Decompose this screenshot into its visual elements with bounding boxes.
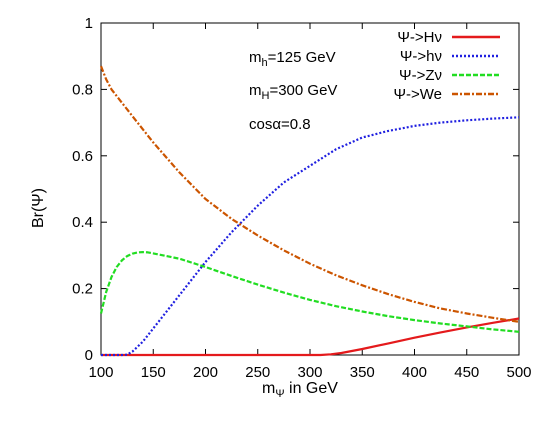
series-line-2 (99, 251, 520, 333)
x-tick-label: 450 (454, 364, 479, 381)
y-tick-label: 0.8 (72, 81, 93, 98)
y-tick-label: 0.4 (72, 214, 93, 231)
x-tick-label: 250 (245, 364, 270, 381)
x-axis-title: mΨ in GeV (262, 380, 338, 400)
annotation-0: mh=125 GeV (249, 49, 336, 69)
series-line-1 (101, 116, 520, 357)
x-tick-label: 400 (402, 364, 427, 381)
series-line-0 (101, 317, 520, 357)
legend-label-0: Ψ->Hν (397, 29, 442, 46)
y-tick-label: 0.6 (72, 148, 93, 165)
y-tick-label: 0 (85, 347, 93, 364)
y-tick-label: 0.2 (72, 281, 93, 298)
series-line-3 (99, 65, 520, 323)
legend-label-3: Ψ->We (393, 86, 442, 103)
x-tick-label: 500 (506, 364, 531, 381)
x-tick-label: 350 (350, 364, 375, 381)
annotation-2: cosα=0.8 (249, 116, 311, 133)
x-tick-label: 150 (141, 364, 166, 381)
y-tick-label: 1 (85, 15, 93, 32)
legend-label-2: Ψ->Zν (399, 67, 442, 84)
x-tick-label: 200 (193, 364, 218, 381)
legend-label-1: Ψ->hν (400, 48, 442, 65)
plot-frame (100, 22, 520, 356)
x-tick-label: 300 (297, 364, 322, 381)
x-tick-label: 100 (88, 364, 113, 381)
annotation-1: mH=300 GeV (249, 82, 337, 102)
y-axis-title: Br(Ψ) (30, 188, 47, 228)
